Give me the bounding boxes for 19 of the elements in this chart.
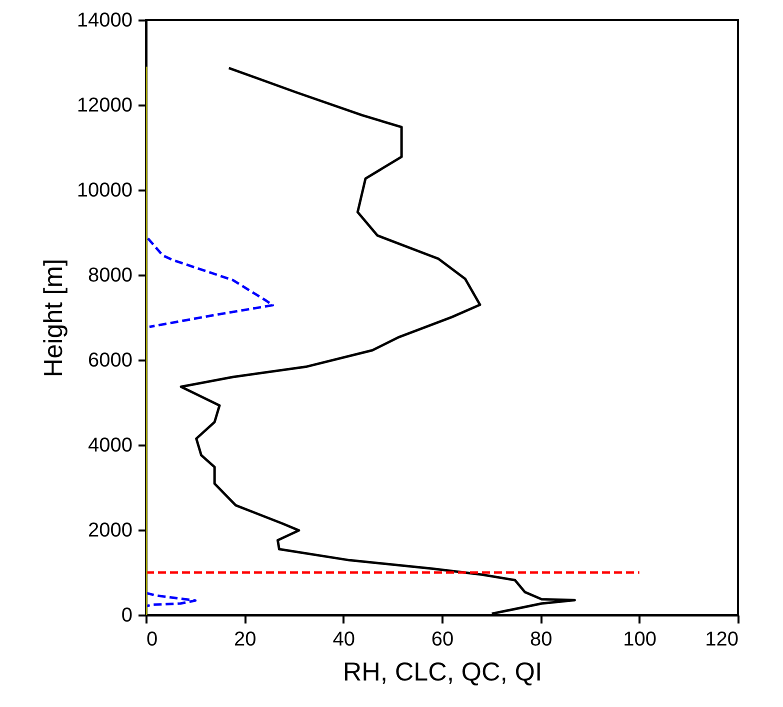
x-tick-label: 100 — [623, 628, 657, 650]
y-tick-label: 8000 — [88, 264, 132, 286]
y-tick-label: 12000 — [76, 94, 132, 116]
line-series — [146, 237, 274, 328]
x-tick-label: 40 — [332, 628, 355, 650]
line-series — [146, 592, 197, 608]
x-tick-label: 60 — [431, 628, 454, 650]
y-tick-label: 0 — [121, 604, 132, 626]
x-tick-label: 20 — [234, 628, 256, 650]
y-tick-label: 14000 — [76, 10, 132, 32]
y-tick-label: 10000 — [76, 180, 132, 202]
y-tick-label: 4000 — [88, 434, 132, 456]
y-tick-label: 2000 — [88, 520, 132, 542]
x-tick-label: 80 — [530, 628, 552, 650]
x-axis-title: RH, CLC, QC, QI — [342, 656, 542, 686]
x-tick-label: 120 — [705, 628, 738, 650]
y-tick-label: 6000 — [88, 350, 132, 372]
x-tick-label: 0 — [146, 628, 158, 650]
y-axis-title: Height [m] — [38, 258, 68, 378]
